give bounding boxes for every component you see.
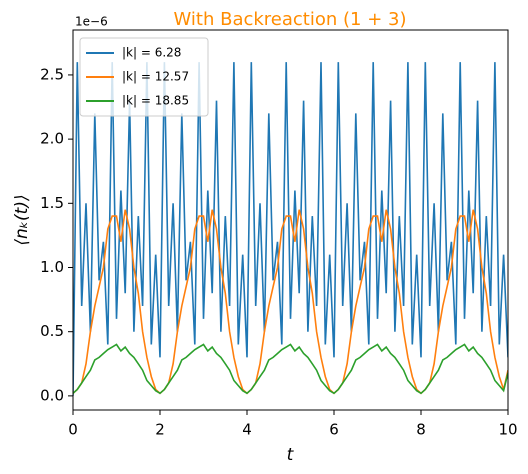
chart-title: With Backreaction (1 + 3): [174, 9, 407, 30]
legend-label: |k| = 12.57: [122, 70, 189, 84]
y-axis-label: ⟨nₖ(t)⟩: [12, 194, 32, 245]
x-tick-label: 6: [329, 421, 339, 439]
y-tick-label: 1.5: [40, 194, 64, 212]
legend-box: [79, 37, 209, 117]
y-tick-label: 2.0: [40, 130, 64, 148]
y-tick-label: 2.5: [40, 65, 64, 83]
legend-label: |k| = 6.28: [122, 46, 181, 60]
y-tick-label: 0.0: [40, 386, 64, 404]
y-tick-label: 1.0: [40, 258, 64, 276]
x-tick-label: 10: [498, 421, 517, 439]
offset-text: 1e−6: [75, 15, 108, 29]
y-tick-label: 0.5: [40, 322, 64, 340]
series-line: [73, 343, 508, 395]
x-tick-label: 4: [242, 421, 252, 439]
x-axis-label: t: [287, 445, 295, 465]
series-line: [73, 209, 508, 395]
x-tick-label: 0: [68, 421, 78, 439]
legend-label: |k| = 18.85: [122, 94, 189, 108]
series-line: [73, 62, 508, 396]
x-tick-label: 2: [155, 421, 165, 439]
plot-frame: [72, 29, 509, 411]
x-tick-label: 8: [416, 421, 426, 439]
